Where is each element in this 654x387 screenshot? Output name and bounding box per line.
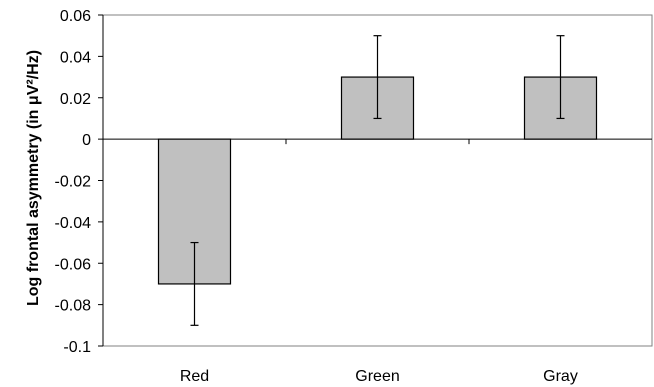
y-tick-label: 0: [82, 132, 91, 149]
y-tick-label: 0.02: [60, 91, 91, 108]
category-label-green: Green: [355, 368, 399, 385]
y-tick-label: -0.06: [55, 256, 92, 273]
y-tick-label: -0.1: [63, 339, 91, 356]
y-axis-label: Log frontal asymmetry (in μV²/Hz): [25, 50, 42, 306]
y-tick-label: -0.08: [55, 298, 92, 315]
y-tick-label: -0.02: [55, 174, 92, 191]
plot-area: 0.06 0.04 0.02 0 -0.02 -0.04 -0.06 -0.08 -0.1 Red…: [55, 8, 653, 385]
y-axis-label-text: Log frontal asymmetry (in μV²/Hz): [25, 50, 42, 306]
y-tick-label: 0.06: [60, 8, 91, 25]
y-tick-label: 0.04: [60, 49, 91, 66]
y-tick-label: -0.04: [55, 215, 92, 232]
category-label-red: Red: [180, 368, 209, 385]
category-label-gray: Gray: [543, 368, 578, 385]
